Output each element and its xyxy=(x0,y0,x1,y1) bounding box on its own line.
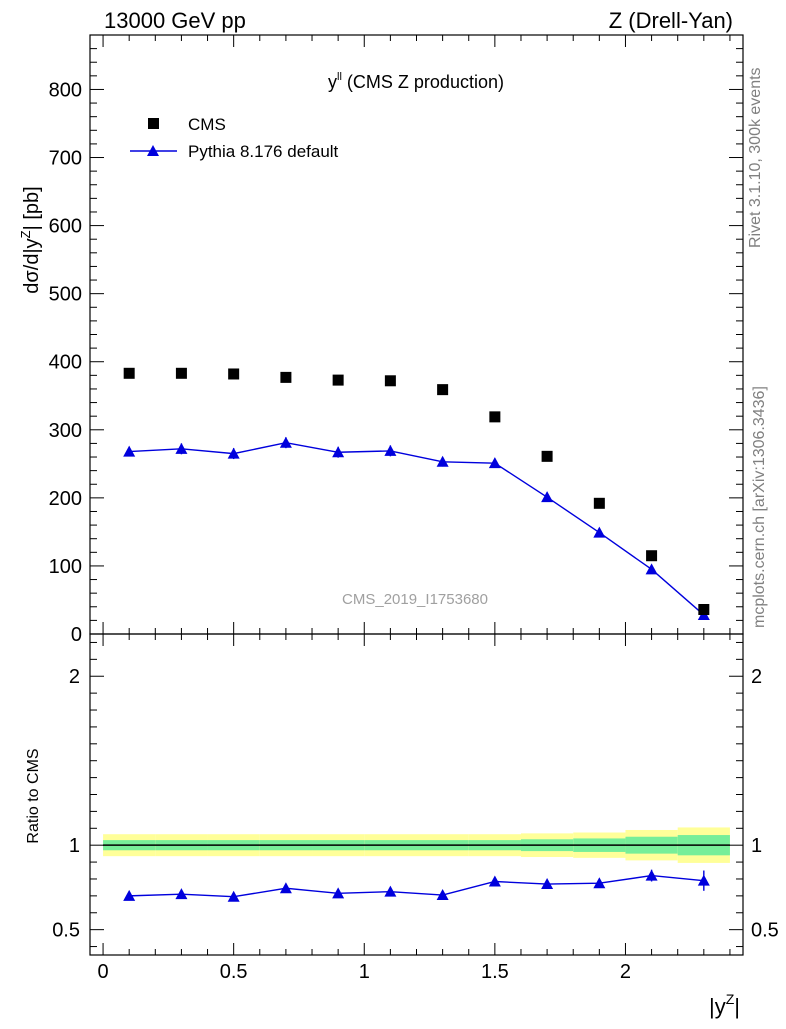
y-tick-label: 300 xyxy=(49,420,82,442)
ratio-pythia-point xyxy=(593,877,606,889)
ratio-y-tick-label: 1 xyxy=(69,835,80,857)
ratio-axes: 0 0.5 1 1.5 2 0.5 0.5 1 1 2 2 xyxy=(52,633,779,983)
x-tick-label: 0 xyxy=(97,961,108,983)
ratio-y-axis-label: Ratio to CMS xyxy=(25,748,42,843)
pythia-point xyxy=(436,455,449,467)
plot-title-rest: (CMS Z production) xyxy=(342,72,504,92)
cms-point xyxy=(384,375,396,387)
x-tick-label: 0.5 xyxy=(220,961,248,983)
ratio-frame xyxy=(89,633,744,956)
legend-cms-marker xyxy=(148,118,159,129)
y-tick-label: 700 xyxy=(49,148,82,170)
ratio-y-tick-label-right: 2 xyxy=(751,666,762,688)
legend-cms-label: CMS xyxy=(188,115,226,134)
x-tick-label: 2 xyxy=(620,961,631,983)
pythia-point xyxy=(279,436,292,448)
x-axis-label: |yZ| xyxy=(709,991,740,1019)
watermark-label: CMS_2019_I1753680 xyxy=(342,591,488,608)
cms-point xyxy=(280,371,292,383)
header-left-label: 13000 GeV pp xyxy=(104,8,246,33)
ratio-uncertainty-band xyxy=(103,827,730,863)
y-tick-label: 800 xyxy=(49,79,82,101)
cms-point xyxy=(698,603,710,615)
ratio-data xyxy=(123,869,710,902)
header-right-label: Z (Drell-Yan) xyxy=(609,8,733,33)
ratio-y-tick-label-right: 1 xyxy=(751,835,762,857)
ratio-pythia-point xyxy=(645,869,658,881)
ratio-pythia-point xyxy=(488,875,501,887)
cms-point xyxy=(175,367,187,379)
cms-point xyxy=(646,550,658,562)
pythia-point xyxy=(541,491,554,503)
legend-pythia-marker xyxy=(147,145,159,156)
y-tick-label: 400 xyxy=(49,352,82,374)
plot-title-sup: ll xyxy=(337,71,342,83)
cms-point xyxy=(332,374,344,386)
ratio-pythia-point xyxy=(541,878,554,890)
x-tick-label: 1 xyxy=(359,961,370,983)
ratio-pythia-point xyxy=(697,874,710,886)
cms-point xyxy=(228,368,240,380)
rivet-version-label: Rivet 3.1.10, 300k events xyxy=(747,67,764,248)
ratio-pythia-point xyxy=(436,889,449,901)
main-y-axis-label: dσ/d|yZ| [pb] xyxy=(18,186,43,293)
cms-point xyxy=(437,384,449,396)
pythia-line xyxy=(129,442,705,616)
pythia-point xyxy=(645,563,658,575)
y-tick-label: 100 xyxy=(49,556,82,578)
legend-pythia-label: Pythia 8.176 default xyxy=(188,142,339,161)
pythia-point xyxy=(175,442,188,454)
ratio-pythia-point xyxy=(227,890,240,902)
ratio-pythia-point xyxy=(123,889,136,901)
y-tick-label: 600 xyxy=(49,216,82,238)
ratio-pythia-line xyxy=(129,874,704,898)
ratio-pythia-point xyxy=(384,885,397,897)
ratio-pythia-point xyxy=(279,882,292,894)
ratio-pythia-point xyxy=(332,887,345,899)
ratio-y-tick-label-right: 0.5 xyxy=(751,920,779,942)
y-tick-label: 500 xyxy=(49,284,82,306)
plot-title: yll (CMS Z production) xyxy=(328,71,504,92)
x-tick-label: 1.5 xyxy=(481,961,509,983)
y-tick-label: 200 xyxy=(49,488,82,510)
main-data xyxy=(123,367,710,620)
cms-point xyxy=(123,367,135,379)
source-label: mcplots.cern.ch [arXiv:1306.3436] xyxy=(751,386,768,628)
ratio-pythia-point xyxy=(175,888,188,900)
cms-point xyxy=(541,450,553,462)
y-tick-label: 0 xyxy=(71,624,82,646)
legend: CMS Pythia 8.176 default xyxy=(130,115,339,161)
ratio-y-tick-label: 0.5 xyxy=(52,920,80,942)
pythia-point xyxy=(488,457,501,469)
pythia-point xyxy=(593,526,606,538)
pythia-point xyxy=(332,446,345,458)
ratio-y-tick-label: 2 xyxy=(69,666,80,688)
pythia-point xyxy=(123,445,136,457)
cms-point xyxy=(489,411,501,423)
main-axes: 0 100 200 300 400 500 600 700 800 xyxy=(49,34,744,646)
cms-point xyxy=(593,497,605,509)
pythia-point xyxy=(384,444,397,456)
pythia-point xyxy=(227,447,240,459)
plot-title-main: y xyxy=(328,72,337,92)
